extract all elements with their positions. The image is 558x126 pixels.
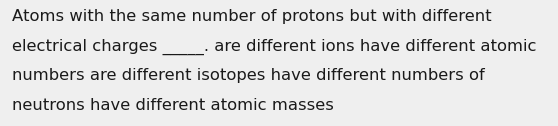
Text: numbers are different isotopes have different numbers of: numbers are different isotopes have diff…: [12, 68, 485, 83]
Text: Atoms with the same number of protons but with different: Atoms with the same number of protons bu…: [12, 9, 492, 24]
Text: electrical charges _____. are different ions have different atomic: electrical charges _____. are different …: [12, 38, 537, 55]
Text: neutrons have different atomic masses: neutrons have different atomic masses: [12, 98, 334, 113]
